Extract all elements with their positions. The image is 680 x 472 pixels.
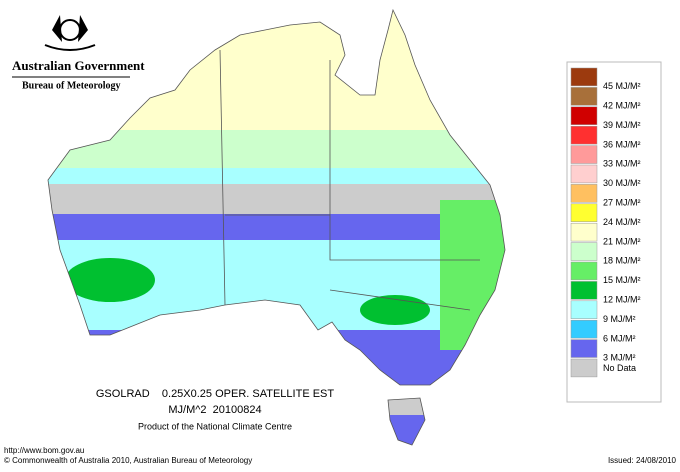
- borders: [47, 8, 506, 446]
- legend-swatch: [570, 300, 598, 319]
- legend-swatch: [570, 319, 598, 339]
- legend-swatch: [570, 339, 598, 358]
- legend-label: 6 MJ/M²: [603, 333, 636, 343]
- legend-label: 18 MJ/M²: [603, 256, 641, 266]
- legend-swatch: [570, 261, 598, 281]
- legend-swatch: [570, 358, 598, 378]
- crest: [44, 15, 96, 51]
- legend-label: No Data: [603, 363, 636, 373]
- legend-label: 24 MJ/M²: [603, 217, 641, 227]
- legend-label: 30 MJ/M²: [603, 178, 641, 188]
- legend-label: 15 MJ/M²: [603, 275, 641, 285]
- legend-swatch: [570, 184, 598, 203]
- copyright: © Commonwealth of Australia 2010, Austra…: [4, 456, 252, 465]
- legend-swatch: [570, 281, 598, 300]
- issued: Issued: 24/08/2010: [608, 456, 677, 465]
- legend-swatch: [570, 222, 598, 242]
- legend-swatch: [570, 203, 598, 222]
- legend-label: 27 MJ/M²: [603, 197, 641, 207]
- legend-swatch: [570, 125, 598, 145]
- government-name: Australian Government: [12, 58, 145, 73]
- legend-swatch: [570, 164, 598, 184]
- legend-label: 3 MJ/M²: [603, 353, 636, 363]
- legend-swatch: [570, 67, 598, 87]
- legend-label: 42 MJ/M²: [603, 100, 641, 110]
- legend-label: 45 MJ/M²: [603, 81, 641, 91]
- legend-label: 12 MJ/M²: [603, 294, 641, 304]
- legend-swatch: [570, 87, 598, 106]
- legend-label: 21 MJ/M²: [603, 236, 641, 246]
- legend-label: 33 MJ/M²: [603, 159, 641, 169]
- legend-items: 45 MJ/M² 42 MJ/M² 39 MJ/M² 36 MJ/M² 33 MJ/M²…: [570, 67, 641, 378]
- url: http://www.bom.gov.au: [4, 446, 84, 455]
- legend-label: 9 MJ/M²: [603, 314, 636, 324]
- legend-label: 36 MJ/M²: [603, 139, 641, 149]
- caption-line: Product of the National Climate Centre: [138, 421, 292, 431]
- legend-swatch: [570, 106, 598, 125]
- legend-label: 39 MJ/M²: [603, 120, 641, 130]
- caption-line: GSOLRAD 0.25X0.25 OPER. SATELLITE EST: [96, 388, 335, 400]
- bureau-name: Bureau of Meteorology: [22, 80, 121, 91]
- caption-line: MJ/M^2 20100824: [168, 404, 261, 416]
- legend-swatch: [570, 145, 598, 164]
- legend-swatch: [570, 242, 598, 261]
